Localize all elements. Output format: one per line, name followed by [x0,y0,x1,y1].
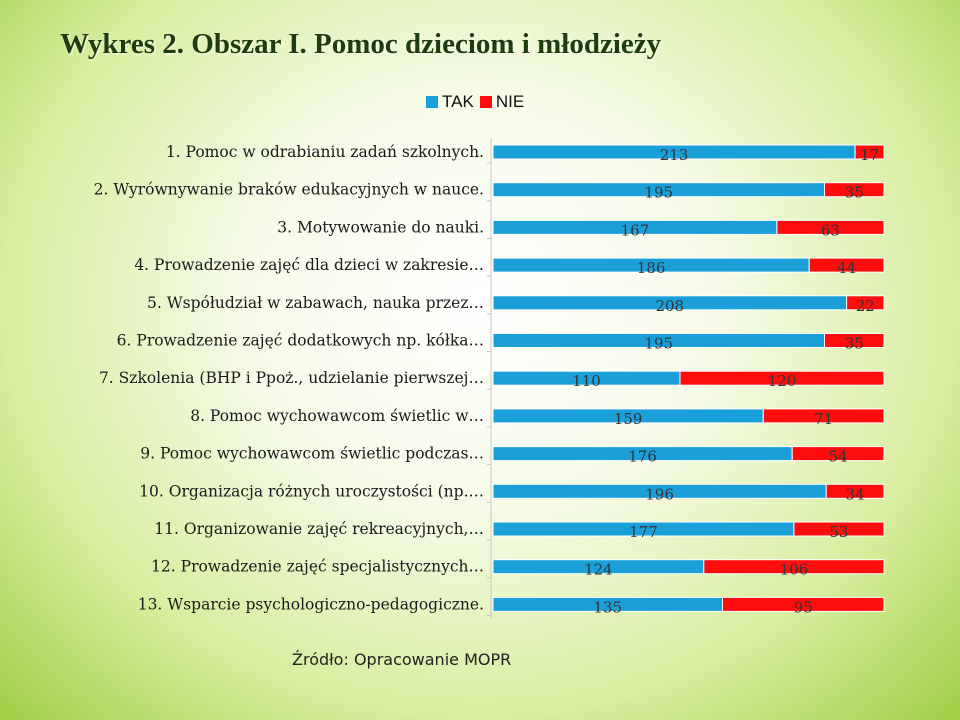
bar-nie [722,596,885,612]
source-note: Źródło: Opracowanie MOPR [292,650,512,669]
bar-nie [824,182,885,198]
bar-nie [703,559,885,575]
category-label: 11. Organizowanie zajęć rekreacyjnych,… [154,520,484,538]
chart-title: Wykres 2. Obszar I. Pomoc dzieciom i mło… [60,28,662,60]
data-label-tak: 159 [614,410,643,428]
legend-item-tak: TAK [426,92,474,112]
legend-swatch-tak [426,96,438,108]
category-label: 10. Organizacja różnych uroczystości (np… [139,482,484,500]
chart-legend: TAK NIE [426,92,524,112]
category-label: 4. Prowadzenie zajęć dla dzieci w zakres… [134,256,484,274]
bar-nie [776,219,885,235]
bar-nie [824,333,885,348]
legend-label-tak: TAK [442,92,474,111]
data-label-tak: 195 [644,184,673,202]
legend-item-nie: NIE [479,92,525,112]
data-label-nie: 120 [768,372,797,390]
category-label: 8. Pomoc wychowawcom świetlic w… [190,407,484,425]
category-label: 2. Wyrównywanie braków edukacyjnych w na… [94,181,484,199]
data-label-tak: 110 [572,372,601,390]
category-label: 13. Wsparcie psychologiczno-pedagogiczne… [138,595,484,613]
category-label: 6. Prowadzenie zajęć dodatkowych np. kół… [117,332,484,350]
bar-nie [791,446,885,462]
bar-nie [808,257,885,273]
data-label-tak: 176 [628,448,657,466]
data-label-tak: 186 [637,259,666,277]
data-label-nie: 63 [821,221,840,239]
legend-swatch-nie [479,96,492,108]
legend-label-nie: NIE [495,92,525,111]
data-label-nie: 17 [860,146,879,164]
data-label-nie: 44 [837,259,856,277]
category-label: 5. Współudział w zabawach, nauka przez… [147,294,484,312]
category-label: 9. Pomoc wychowawcom świetlic podczas… [140,445,484,463]
data-label-tak: 213 [660,146,689,164]
category-label: 1. Pomoc w odrabianiu zadań szkolnych. [166,143,484,161]
bar-nie [854,144,885,160]
category-label: 12. Prowadzenie zajęć specjalistycznych… [151,558,484,576]
data-label-nie: 106 [780,561,809,579]
data-label-nie: 95 [794,598,813,616]
category-label: 3. Motywowanie do nauki. [277,218,484,236]
data-label-tak: 124 [584,561,613,579]
bar-nie [793,521,885,537]
data-label-nie: 35 [845,335,864,353]
data-label-nie: 53 [829,523,848,541]
data-label-tak: 177 [629,523,658,541]
bar-nie [762,408,885,424]
data-label-nie: 34 [846,485,865,503]
bar-nie [679,370,885,386]
data-label-tak: 208 [655,297,684,315]
bar-nie [825,483,885,499]
data-label-nie: 22 [856,297,875,315]
data-label-tak: 196 [645,485,674,503]
bar-nie [846,295,885,311]
data-label-nie: 54 [829,448,848,466]
data-label-tak: 135 [593,598,622,616]
data-label-nie: 35 [845,184,864,202]
data-label-nie: 71 [814,410,833,428]
category-label: 7. Szkolenia (BHP i Ppoż., udzielanie pi… [99,369,484,387]
data-label-tak: 167 [621,221,650,239]
data-label-tak: 195 [644,335,673,353]
